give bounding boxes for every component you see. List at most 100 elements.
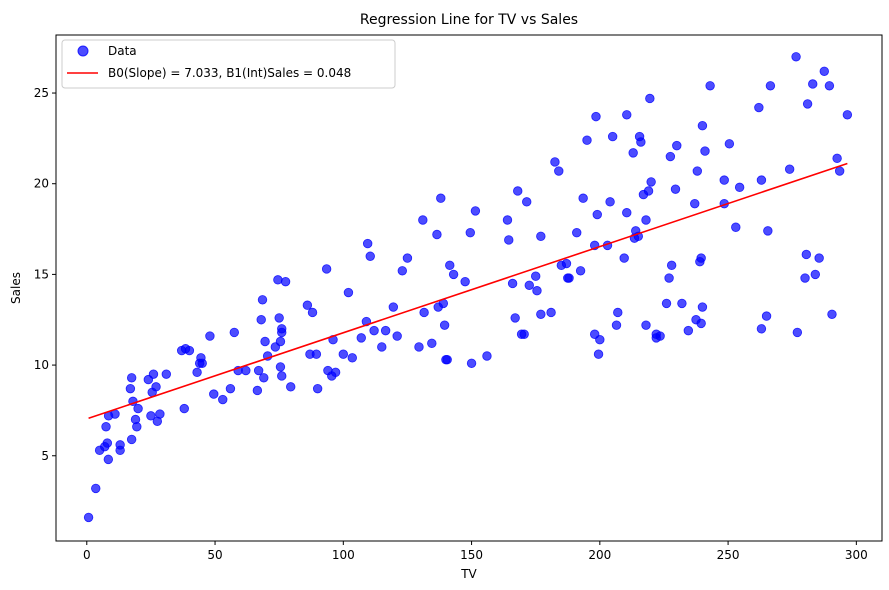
data-point <box>432 229 442 240</box>
data-point <box>572 227 582 238</box>
data-point <box>800 273 810 283</box>
data-point <box>719 175 729 185</box>
data-point <box>253 365 264 376</box>
data-point <box>582 135 592 145</box>
data-point <box>554 166 564 176</box>
data-point <box>83 512 94 523</box>
data-point <box>756 175 767 185</box>
data-point <box>280 276 291 287</box>
data-point <box>705 81 715 91</box>
data-point <box>824 81 835 91</box>
data-point <box>605 197 615 207</box>
data-point <box>380 325 391 336</box>
data-point <box>513 186 523 196</box>
data-point <box>439 320 450 330</box>
data-point <box>522 197 532 207</box>
data-point <box>286 382 296 392</box>
data-point <box>414 342 424 352</box>
data-point <box>312 383 323 394</box>
data-point <box>641 320 651 330</box>
data-point <box>784 164 795 174</box>
data-point <box>672 140 682 151</box>
data-point <box>448 269 459 280</box>
y-tick-label: 5 <box>41 449 49 463</box>
data-point <box>645 93 655 104</box>
legend-data-marker <box>77 45 89 57</box>
data-point <box>470 206 481 216</box>
y-axis-label: Sales <box>9 272 23 304</box>
data-point <box>102 438 113 448</box>
data-point <box>734 182 745 193</box>
data-point <box>388 302 399 312</box>
data-point <box>550 157 560 167</box>
x-tick-label: 300 <box>845 548 868 562</box>
y-tick-label: 10 <box>34 358 49 372</box>
data-point <box>592 209 602 220</box>
data-point <box>510 313 520 323</box>
data-point <box>392 331 402 341</box>
data-point <box>321 264 332 274</box>
data-point <box>482 351 492 361</box>
x-tick-label: 0 <box>83 548 91 562</box>
data-point <box>209 389 219 399</box>
regression-line-layer <box>88 162 848 420</box>
data-point <box>731 222 741 232</box>
data-point <box>504 235 514 245</box>
data-point <box>205 331 215 341</box>
data-point <box>115 440 125 450</box>
data-point <box>369 325 379 336</box>
data-point <box>661 298 672 309</box>
x-axis-ticks: 0 50 100 150 200 250 300 <box>83 541 868 562</box>
data-point <box>761 311 772 321</box>
x-tick-label: 50 <box>207 548 222 562</box>
data-point <box>628 148 638 158</box>
legend-box <box>61 39 396 89</box>
data-point <box>832 153 842 164</box>
data-point <box>666 260 677 271</box>
data-point <box>607 131 618 142</box>
data-point <box>763 226 773 236</box>
data-point <box>330 367 341 378</box>
data-point <box>622 208 632 218</box>
data-point <box>791 52 801 62</box>
data-point <box>125 383 136 394</box>
data-point <box>218 394 228 405</box>
data-point <box>132 422 142 432</box>
scatter-points <box>83 52 853 523</box>
data-point <box>418 215 428 225</box>
data-point <box>754 102 764 113</box>
data-point <box>155 409 165 419</box>
data-point <box>465 227 475 238</box>
data-point <box>696 253 706 263</box>
x-tick-label: 200 <box>588 548 611 562</box>
data-point <box>613 307 623 318</box>
data-point <box>161 369 172 379</box>
data-point <box>192 367 202 378</box>
data-point <box>700 146 710 156</box>
data-point <box>260 336 270 347</box>
data-point <box>445 260 455 271</box>
data-point <box>507 278 518 289</box>
data-point <box>524 280 534 290</box>
data-point <box>397 266 408 276</box>
data-point <box>532 286 542 296</box>
data-point <box>225 383 236 394</box>
data-point <box>347 353 357 363</box>
data-point <box>655 331 665 341</box>
data-point <box>277 324 287 334</box>
data-point <box>593 349 604 359</box>
data-point <box>307 307 318 318</box>
data-point <box>179 403 189 414</box>
data-point <box>591 111 601 122</box>
x-tick-label: 100 <box>332 548 355 562</box>
data-point <box>561 258 572 269</box>
data-point <box>683 325 694 336</box>
data-point <box>827 309 837 319</box>
data-point <box>311 349 322 359</box>
data-point <box>419 307 429 318</box>
data-point <box>643 186 654 196</box>
data-point <box>724 139 735 149</box>
data-point <box>275 336 286 347</box>
